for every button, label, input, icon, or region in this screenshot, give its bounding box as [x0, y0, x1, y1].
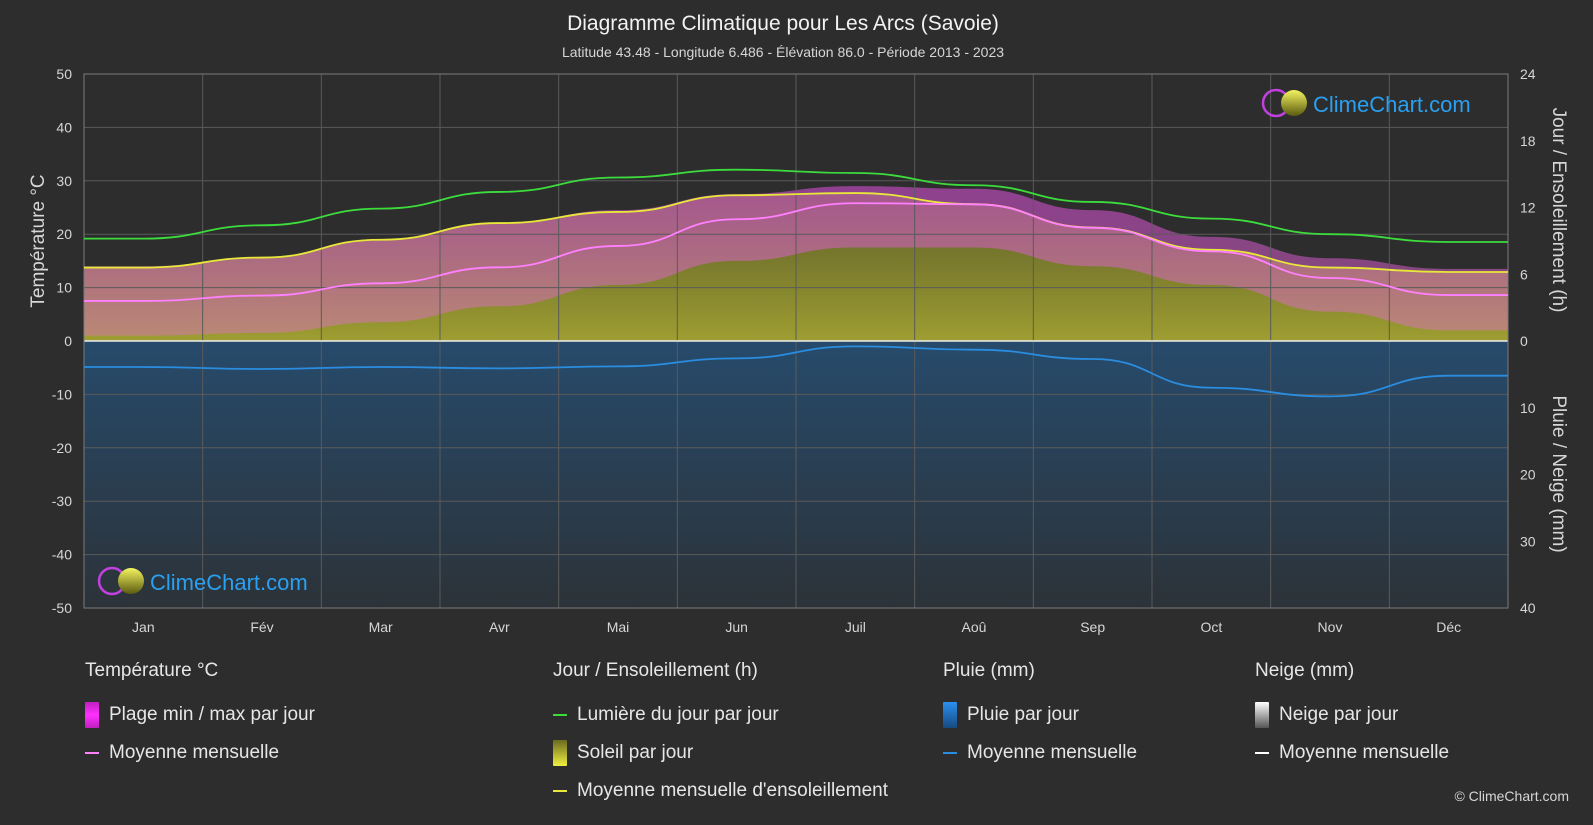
legend-item: Moyenne mensuelle d'ensoleillement [553, 772, 888, 810]
left-tick-label: 0 [64, 333, 72, 349]
legend-label: Soleil par jour [577, 742, 694, 763]
legend-item: Moyenne mensuelle [1255, 734, 1449, 772]
chart-subtitle: Latitude 43.48 - Longitude 6.486 - Éléva… [562, 44, 1004, 60]
watermark-logo-bottom: ClimeChart.com [97, 566, 308, 596]
x-tick-label: Mai [607, 619, 630, 635]
legend-item: Neige par jour [1255, 696, 1449, 734]
left-tick-label: -10 [52, 386, 72, 402]
right-bottom-tick-label: 20 [1520, 467, 1536, 483]
legend-item: Pluie par jour [943, 696, 1137, 734]
legend-snow: Neige (mm) Neige par jour Moyenne mensue… [1255, 660, 1449, 772]
right-axis-title-top: Jour / Ensoleillement (h) [1548, 108, 1569, 313]
right-top-tick-label: 18 [1520, 133, 1536, 149]
right-top-tick-label: 0 [1520, 333, 1528, 349]
watermark-text-top: ClimeChart.com [1313, 92, 1471, 117]
temp-range-swatch [85, 702, 99, 728]
legend-item: Moyenne mensuelle [85, 734, 315, 772]
legend-rain-title: Pluie (mm) [943, 660, 1035, 681]
left-tick-label: -40 [52, 547, 72, 563]
left-axis-title: Température °C [28, 174, 49, 307]
legend-temperature-title: Température °C [85, 660, 219, 681]
legend-label: Lumière du jour par jour [577, 704, 779, 725]
right-top-tick-label: 12 [1520, 200, 1536, 216]
legend-rain: Pluie (mm) Pluie par jour Moyenne mensue… [943, 660, 1137, 772]
rain-mean-swatch [943, 752, 957, 754]
left-tick-label: 50 [56, 66, 72, 82]
watermark-logo-top: ClimeChart.com [1261, 88, 1471, 118]
left-tick-label: -20 [52, 440, 72, 456]
legend-item: Moyenne mensuelle [943, 734, 1137, 772]
plot-border [83, 73, 1509, 609]
grid-lines [83, 73, 1509, 609]
series-lines [83, 168, 1508, 398]
chart-title: Diagramme Climatique pour Les Arcs (Savo… [567, 12, 999, 35]
left-tick-label: 30 [56, 173, 72, 189]
legend-label: Moyenne mensuelle [1279, 742, 1450, 763]
x-tick-label: Fév [250, 619, 273, 635]
x-tick-label: Oct [1200, 619, 1222, 635]
x-tick-label: Sep [1080, 619, 1105, 635]
legend-item: Soleil par jour [553, 734, 888, 772]
legend-label: Moyenne mensuelle [109, 742, 280, 763]
daylight-line [83, 168, 1508, 243]
right-axis-title-bottom: Pluie / Neige (mm) [1548, 395, 1569, 552]
daylight-swatch [553, 714, 567, 716]
right-bottom-tick-label: 10 [1520, 400, 1536, 416]
sunshine-swatch [553, 740, 567, 766]
left-tick-label: -50 [52, 600, 72, 616]
legend-item: Plage min / max par jour [85, 696, 315, 734]
legend-item: Lumière du jour par jour [553, 696, 888, 734]
legend-label: Moyenne mensuelle [967, 742, 1138, 763]
temp-mean-swatch [85, 752, 99, 754]
legend-label: Plage min / max par jour [109, 704, 315, 725]
left-tick-label: -30 [52, 493, 72, 509]
legend-sun: Jour / Ensoleillement (h) Lumière du jou… [553, 660, 888, 810]
x-tick-label: Aoû [962, 619, 987, 635]
x-tick-label: Jan [132, 619, 155, 635]
legend-snow-title: Neige (mm) [1255, 660, 1355, 681]
legend-sun-title: Jour / Ensoleillement (h) [553, 660, 758, 681]
sunshine-mean-swatch [553, 790, 567, 792]
x-tick-label: Déc [1436, 619, 1461, 635]
x-tick-label: Nov [1318, 619, 1343, 635]
x-tick-label: Jun [725, 619, 748, 635]
copyright: © ClimeChart.com [1454, 788, 1569, 804]
left-tick-label: 10 [56, 280, 72, 296]
x-tick-label: Juil [845, 619, 866, 635]
sunshine-mean-line [83, 192, 1508, 273]
rain-mean-line [84, 345, 1508, 398]
legend-label: Moyenne mensuelle d'ensoleillement [577, 780, 888, 801]
x-tick-label: Mar [369, 619, 393, 635]
legend-temperature: Température °C Plage min / max par jour … [85, 660, 315, 772]
x-tick-label: Avr [489, 619, 510, 635]
temperature-mean-line [84, 202, 1508, 302]
rain-swatch [943, 702, 957, 728]
right-bottom-tick-label: 40 [1520, 600, 1536, 616]
right-top-tick-label: 24 [1520, 66, 1536, 82]
snow-swatch [1255, 702, 1269, 728]
right-bottom-tick-label: 30 [1520, 533, 1536, 549]
legend-label: Neige par jour [1279, 704, 1399, 725]
axes: 50 40 30 20 10 0 -10 -20 -30 -40 -50 24 18 12 6 0 10 20 30… [52, 66, 1536, 635]
legend-label: Pluie par jour [967, 704, 1079, 725]
right-top-tick-label: 6 [1520, 266, 1528, 282]
left-tick-label: 20 [56, 226, 72, 242]
left-tick-label: 40 [56, 119, 72, 135]
watermark-text-bottom: ClimeChart.com [150, 570, 308, 595]
snow-mean-swatch [1255, 752, 1269, 754]
